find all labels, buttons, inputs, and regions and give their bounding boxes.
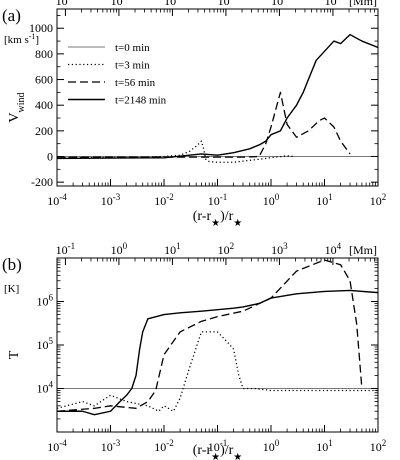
- panel-b: 10-4 10-3 10-2 10-1 100 101 102 10-1 100 101 102 10…: [2, 241, 386, 460]
- x-tick-label: 102: [370, 192, 387, 208]
- x-tick-label: 100: [263, 438, 280, 454]
- legend-label: t=3 min: [115, 60, 150, 72]
- y-tick-label: 200: [35, 124, 53, 138]
- x-axis-title: (r-r★)/r★: [193, 443, 243, 460]
- series-line-dashed: [57, 259, 363, 412]
- plot-area: [57, 33, 378, 163]
- legend-label: t=56 min: [115, 77, 156, 89]
- top-tick-label: 100: [111, 0, 128, 8]
- x-tick-label: 10-1: [208, 438, 228, 454]
- top-tick-label: 100: [111, 241, 128, 257]
- x-tick-label: 10-4: [47, 438, 67, 454]
- top-tick-label: 10-1: [56, 241, 76, 257]
- y-tick-label: 106: [37, 293, 54, 309]
- y-tick-label: 800: [35, 47, 53, 61]
- panel-label: (a): [2, 6, 21, 25]
- top-tick-label: 102: [218, 241, 235, 257]
- top-axis-unit: [Mm]: [349, 0, 377, 8]
- x-tick-label: 101: [316, 192, 333, 208]
- series-line-thick-solid: [57, 289, 378, 416]
- x-tick-label: 10-2: [154, 192, 174, 208]
- x-axis-title: (r-r★)/r★: [193, 209, 243, 229]
- y-axis-title: Vwind: [7, 92, 27, 122]
- series-line-dotted: [57, 331, 378, 412]
- y-axis-title: T: [7, 350, 22, 359]
- top-tick-label: 103: [271, 241, 288, 257]
- legend: t=0 min t=3 min t=56 min t=2148 min: [68, 42, 167, 107]
- series-line-dotted: [57, 140, 294, 163]
- top-tick-label: 104: [325, 0, 342, 8]
- x-tick-label: 101: [316, 438, 333, 454]
- y-tick-label: 400: [35, 98, 53, 112]
- series-line-thick-solid: [57, 33, 378, 160]
- y-tick-label: 600: [35, 73, 53, 87]
- x-tick-label: 10-3: [101, 192, 121, 208]
- legend-label: t=2148 min: [115, 95, 167, 107]
- top-tick-label: 103: [271, 0, 288, 8]
- x-tick-label: 100: [263, 192, 280, 208]
- top-tick-label: 101: [164, 241, 181, 257]
- x-tick-label: 10-4: [47, 192, 67, 208]
- y-axis-unit: [K]: [4, 283, 19, 295]
- panel-label: (b): [2, 255, 22, 274]
- x-tick-label: 10-1: [208, 192, 228, 208]
- y-tick-label: 104: [37, 380, 54, 396]
- y-axis-unit: [km s-1]: [4, 32, 39, 47]
- top-tick-label: 102: [218, 0, 235, 8]
- top-axis-unit: [Mm]: [349, 243, 377, 257]
- y-tick-label: 1000: [29, 21, 53, 35]
- x-tick-label: 10-3: [101, 438, 121, 454]
- series-line-dashed: [57, 91, 351, 158]
- y-tick-label: 105: [37, 336, 54, 352]
- x-tick-label: 10-2: [154, 438, 174, 454]
- y-tick-label: -200: [31, 175, 53, 189]
- top-tick-label: 101: [164, 0, 181, 8]
- plot-frame: [56, 8, 379, 187]
- top-tick-label: 104: [325, 241, 342, 257]
- plot-area: [57, 259, 378, 416]
- panel-a: 10-4 10-3 10-2 10-1 100 101 102 10-1 100 101 102 10…: [2, 0, 386, 229]
- legend-label: t=0 min: [115, 42, 150, 54]
- y-tick-label: 0: [47, 150, 53, 164]
- plot-frame: [56, 257, 379, 433]
- top-tick-label: 10-1: [56, 0, 76, 8]
- x-tick-label: 102: [370, 438, 387, 454]
